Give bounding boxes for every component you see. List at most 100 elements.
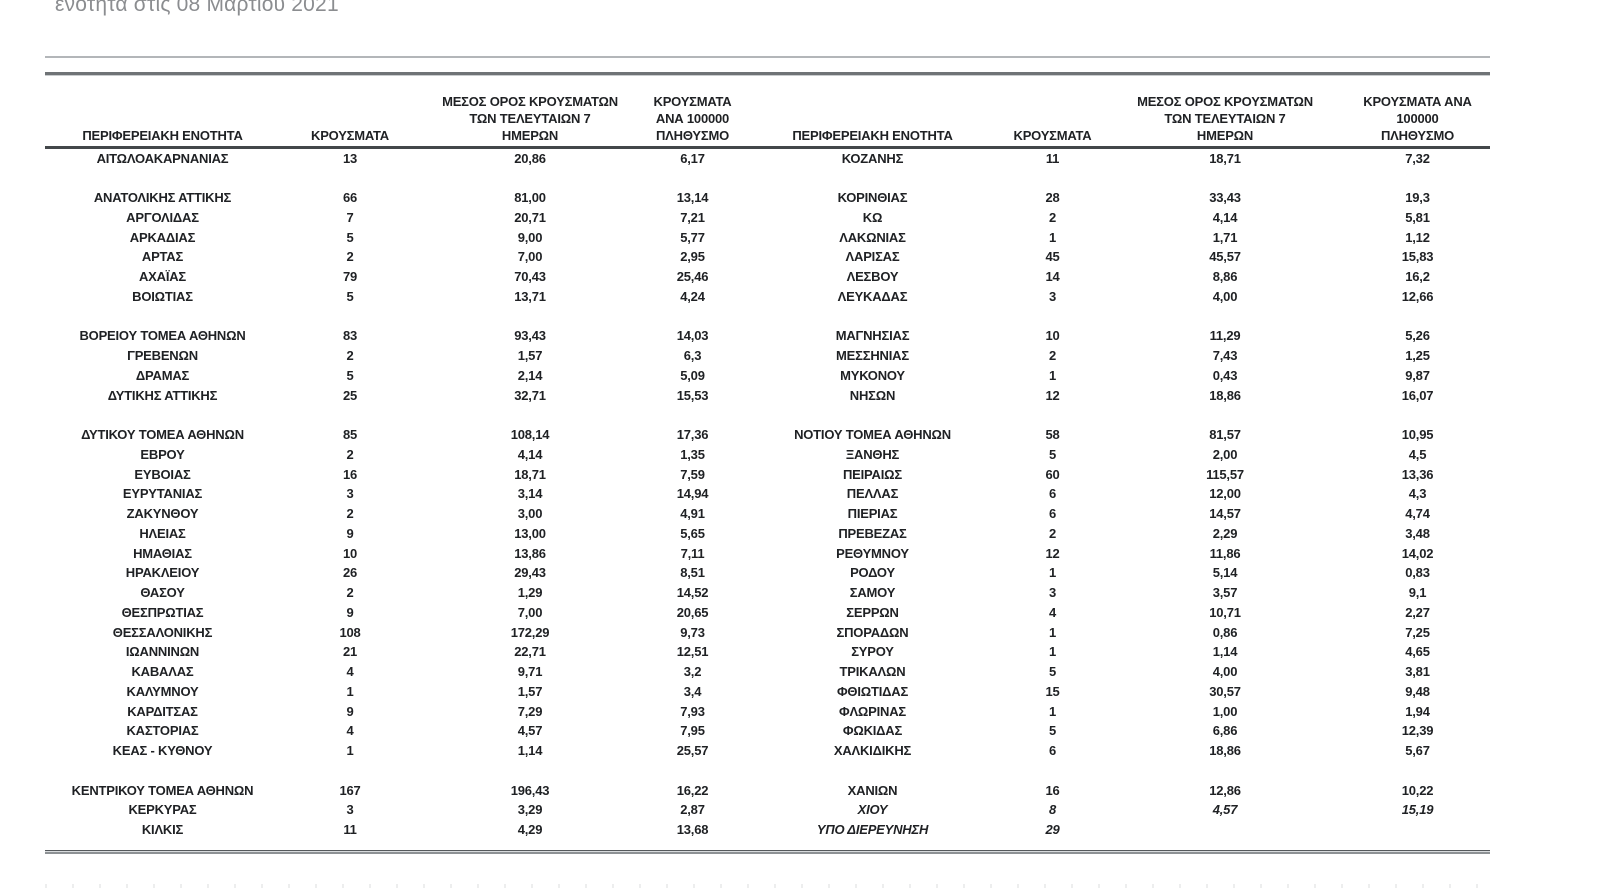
per100k-cell-left: 14,94 bbox=[676, 486, 709, 502]
cases-cell-right: 10 bbox=[1045, 328, 1060, 344]
region-cell-right: ΣΠΟΡΑΔΩΝ bbox=[836, 624, 909, 640]
cases-cell-left: 11 bbox=[343, 822, 357, 837]
avg7-cell-left: 1,57 bbox=[517, 683, 543, 699]
avg7-cell-left: 7,00 bbox=[517, 249, 543, 265]
region-cell-left: ΒΟΙΩΤΙΑΣ bbox=[132, 288, 193, 304]
avg7-cell-left: 22,71 bbox=[514, 644, 546, 660]
avg7-cell-left: 196,43 bbox=[510, 782, 550, 798]
table-row: ΓΡΕΒΕΝΩΝ 2 1,57 6,3 ΜΕΣΣΗΝΙΑΣ 2 7,43 1,2… bbox=[45, 346, 1490, 366]
region-cell-right bbox=[745, 307, 1000, 327]
per100k-cell-left: 20,65 bbox=[676, 604, 709, 620]
region-cell-right: ΧΙΟΥ bbox=[857, 802, 888, 818]
per100k-cell-left: 14,03 bbox=[676, 328, 709, 344]
region-cell-left: ΑΙΤΩΛΟΑΚΑΡΝΑΝΙΑΣ bbox=[96, 150, 229, 166]
per100k-cell-left: 13,14 bbox=[676, 190, 709, 205]
table-row bbox=[45, 168, 1490, 188]
avg7-cell-right: 7,43 bbox=[1212, 348, 1238, 363]
avg7-cell-left: 4,29 bbox=[517, 822, 543, 837]
avg7-cell-right: 30,57 bbox=[1209, 683, 1241, 699]
avg7-cell-left: 13,71 bbox=[514, 288, 546, 304]
avg7-cell-left: 3,00 bbox=[517, 506, 543, 521]
region-cell-left: ΑΧΑΪΑΣ bbox=[138, 269, 187, 284]
cases-cell-right: 6 bbox=[1048, 486, 1057, 502]
table-top-outer-rule bbox=[45, 56, 1490, 58]
per100k-cell-right: 3,48 bbox=[1405, 525, 1430, 541]
region-cell-right: ΠΕΛΛΑΣ bbox=[846, 486, 899, 502]
region-cell-right: ΜΑΓΝΗΣΙΑΣ bbox=[835, 328, 910, 344]
region-cell-left: ΑΡΚΑΔΙΑΣ bbox=[129, 229, 196, 245]
per100k-cell-left: 5,09 bbox=[680, 367, 705, 383]
per100k-cell-right: 4,74 bbox=[1405, 506, 1430, 521]
cases-cell-left: 2 bbox=[346, 585, 354, 600]
table-row: ΑΡΚΑΔΙΑΣ 5 9,00 5,77 ΛΑΚΩΝΙΑΣ 1 1,71 1,1… bbox=[45, 228, 1490, 248]
per100k-cell-right bbox=[1345, 307, 1490, 327]
per100k-cell-left: 14,52 bbox=[676, 585, 709, 600]
avg7-cell-left: 13,86 bbox=[514, 545, 546, 561]
per100k-cell-right bbox=[1345, 761, 1490, 781]
table-row: ΘΕΣΣΑΛΟΝΙΚΗΣ 108 172,29 9,73 ΣΠΟΡΑΔΩΝ 1 … bbox=[45, 623, 1490, 643]
region-cell-right: ΛΕΣΒΟΥ bbox=[846, 269, 899, 284]
region-cell-right: ΛΑΡΙΣΑΣ bbox=[845, 249, 900, 265]
table-bottom-rule bbox=[45, 849, 1490, 854]
region-cell-right: ΦΩΚΙΔΑΣ bbox=[842, 723, 903, 739]
region-cell-left: ΚΕΡΚΥΡΑΣ bbox=[128, 802, 197, 818]
cases-cell-right: 8 bbox=[1048, 802, 1057, 818]
per100k-cell-right: 3,81 bbox=[1405, 664, 1430, 679]
per100k-cell-left: 6,17 bbox=[680, 150, 705, 166]
per100k-cell-left bbox=[640, 761, 745, 781]
avg7-cell-left: 1,57 bbox=[517, 348, 543, 363]
cases-cell-right: 3 bbox=[1048, 288, 1057, 304]
cases-cell-left: 2 bbox=[346, 348, 354, 363]
per100k-cell-right: 9,1 bbox=[1408, 585, 1427, 600]
region-cell-left: ΘΕΣΣΑΛΟΝΙΚΗΣ bbox=[112, 624, 213, 640]
avg7-cell-left: 4,57 bbox=[517, 723, 543, 739]
per100k-cell-right: 15,83 bbox=[1401, 249, 1434, 265]
table-row: ΚΕΡΚΥΡΑΣ 3 3,29 2,87 ΧΙΟΥ 8 4,57 15,19 bbox=[45, 800, 1490, 820]
region-cell-left: ΖΑΚΥΝΘΟΥ bbox=[126, 506, 199, 521]
per100k-cell-left: 7,11 bbox=[680, 545, 705, 561]
avg7-cell-left: 1,14 bbox=[517, 743, 543, 758]
cases-cell-right: 1 bbox=[1048, 644, 1057, 660]
cases-cell-left: 3 bbox=[346, 802, 354, 818]
per100k-cell-right: 7,32 bbox=[1405, 150, 1430, 166]
cases-cell-right: 2 bbox=[1048, 209, 1057, 225]
per100k-cell-left: 7,95 bbox=[680, 723, 705, 739]
cases-cell-left: 5 bbox=[346, 367, 354, 383]
cases-cell-left: 21 bbox=[342, 644, 358, 660]
cases-cell-left bbox=[280, 168, 420, 188]
avg7-cell-left: 3,29 bbox=[517, 802, 543, 818]
cases-cell-left: 26 bbox=[342, 565, 358, 581]
avg7-cell-right bbox=[1105, 307, 1345, 327]
region-cell-left: ΕΥΡΥΤΑΝΙΑΣ bbox=[122, 486, 203, 502]
per100k-cell-right: 9,87 bbox=[1405, 367, 1430, 383]
per100k-cell-right: 12,66 bbox=[1401, 288, 1434, 304]
per100k-cell-left: 1,35 bbox=[680, 446, 705, 462]
per100k-cell-right: 10,22 bbox=[1401, 782, 1434, 798]
table-row: ΑΝΑΤΟΛΙΚΗΣ ΑΤΤΙΚΗΣ 66 81,00 13,14 ΚΟΡΙΝΘ… bbox=[45, 188, 1490, 208]
region-cell-right: ΡΟΔΟΥ bbox=[850, 565, 895, 581]
per100k-cell-right: 0,83 bbox=[1405, 565, 1430, 581]
cases-cell-left: 13 bbox=[342, 150, 358, 166]
table-row: ΗΛΕΙΑΣ 9 13,00 5,65 ΠΡΕΒΕΖΑΣ 2 2,29 3,48 bbox=[45, 524, 1490, 544]
region-cell-left: ΔΥΤΙΚΟΥ ΤΟΜΕΑ ΑΘΗΝΩΝ bbox=[81, 427, 244, 442]
table-bottom-gap bbox=[45, 840, 1490, 850]
per100k-cell-left: 2,87 bbox=[680, 802, 705, 818]
document-title-line: ενότητα στις 08 Μαρτίου 2021 bbox=[55, 0, 339, 16]
per100k-cell-left: 4,24 bbox=[680, 288, 705, 304]
per100k-cell-right: 1,94 bbox=[1405, 703, 1430, 719]
per100k-cell-left: 5,77 bbox=[680, 229, 705, 245]
per100k-cell-left: 3,2 bbox=[683, 664, 702, 679]
cases-cell-right bbox=[1000, 168, 1105, 188]
avg7-cell-right bbox=[1105, 761, 1345, 781]
avg7-cell-left: 9,00 bbox=[517, 229, 543, 245]
regional-cases-table: ΠΕΡΙΦΕΡΕΙΑΚΗ ΕΝΟΤΗΤΑ ΚΡΟΥΣΜΑΤΑ ΜΕΣΟΣ ΟΡΟ… bbox=[45, 56, 1490, 854]
avg7-cell-left: 81,00 bbox=[514, 190, 546, 205]
avg7-cell-left bbox=[420, 405, 640, 425]
avg7-cell-right: 14,57 bbox=[1209, 506, 1241, 521]
region-cell-left: ΕΒΡΟΥ bbox=[140, 446, 185, 462]
table-row: ΕΥΒΟΙΑΣ 16 18,71 7,59 ΠΕΙΡΑΙΩΣ 60 115,57… bbox=[45, 465, 1490, 485]
per100k-cell-left: 25,46 bbox=[676, 269, 709, 284]
region-cell-right: ΜΕΣΣΗΝΙΑΣ bbox=[836, 348, 909, 363]
per100k-cell-right: 5,26 bbox=[1405, 328, 1430, 344]
cases-cell-left bbox=[280, 405, 420, 425]
